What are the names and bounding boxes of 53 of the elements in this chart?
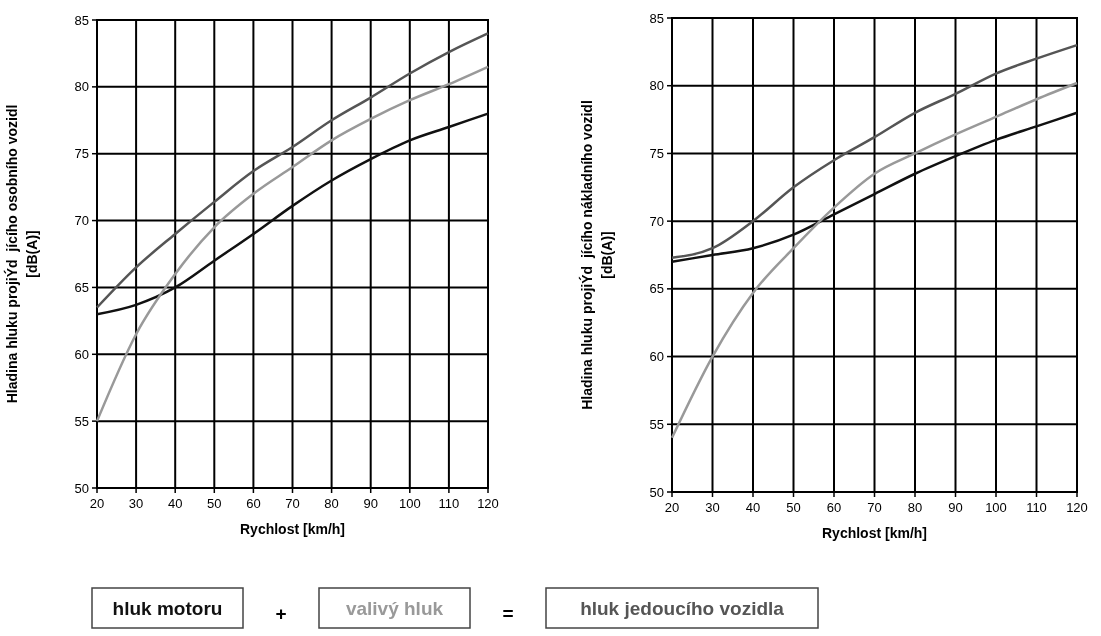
y-tick-label: 80 — [74, 79, 89, 95]
text: hluk motoru — [112, 598, 223, 619]
y-tick-label: 70 — [74, 213, 89, 229]
x-tick-label: 30 — [705, 500, 720, 515]
line-series — [670, 43, 1079, 259]
text: hluk jedoucího vozidla — [580, 598, 785, 619]
x-tick-label: 50 — [786, 500, 801, 515]
x-tick-label: 80 — [324, 496, 339, 511]
y-tick-label: 50 — [74, 480, 89, 496]
line-series — [670, 111, 1079, 264]
x-tick-label: 60 — [246, 496, 261, 511]
y-tick-label: 80 — [649, 78, 664, 94]
line-series — [95, 32, 490, 309]
x-tick-label: 100 — [985, 500, 1007, 515]
x-tick-label: 80 — [907, 500, 923, 515]
y-tick-label: 85 — [649, 10, 664, 26]
line-series — [95, 65, 490, 423]
y-tick-label: 85 — [74, 12, 89, 28]
line-series — [95, 112, 490, 316]
text: + — [275, 603, 287, 624]
x-tick-label: 90 — [363, 496, 378, 511]
y-tick-label: 60 — [74, 346, 89, 362]
y-axis-title: Hladina hluku projiÝd jícího osobního vozidl [dB(A)] — [3, 104, 40, 404]
text: = — [502, 603, 514, 624]
line-series — [670, 81, 1079, 440]
x-axis-title: Rychlost [km/h] — [239, 521, 346, 537]
y-tick-label: 60 — [649, 349, 664, 365]
y-tick-label: 70 — [649, 213, 664, 229]
x-tick-label: 120 — [477, 496, 499, 511]
x-tick-label: 40 — [745, 500, 761, 515]
x-tick-label: 100 — [398, 496, 421, 511]
y-tick-label: 75 — [649, 145, 664, 161]
y-tick-label: 55 — [74, 413, 89, 429]
y-tick-label: 65 — [74, 279, 89, 295]
x-tick-label: 50 — [207, 496, 222, 511]
x-tick-label: 20 — [664, 500, 680, 515]
x-axis-title: Rychlost [km/h] — [821, 525, 928, 541]
y-tick-label: 55 — [649, 416, 664, 432]
x-tick-label: 120 — [1066, 500, 1088, 515]
x-tick-label: 70 — [867, 500, 882, 515]
x-tick-label: 60 — [826, 500, 842, 515]
x-tick-label: 20 — [89, 496, 105, 511]
x-tick-label: 40 — [167, 496, 183, 511]
y-tick-label: 50 — [649, 484, 664, 500]
x-tick-label: 30 — [128, 496, 144, 511]
y-axis-title: Hladina hluku projiÝd jícího nákladního vozidl [dB(A)] — [578, 100, 615, 410]
x-tick-label: 90 — [948, 500, 963, 515]
text: valivý hluk — [345, 598, 444, 619]
x-tick-label: 110 — [438, 496, 460, 511]
y-tick-label: 75 — [74, 146, 89, 162]
x-tick-label: 110 — [1026, 500, 1047, 515]
y-tick-label: 65 — [649, 281, 664, 297]
x-tick-label: 70 — [285, 496, 300, 511]
